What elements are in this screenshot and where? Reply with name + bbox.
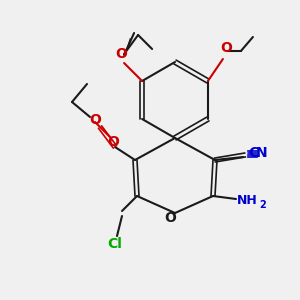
Text: O: O — [89, 113, 101, 127]
Text: NH: NH — [237, 194, 257, 208]
Text: Cl: Cl — [108, 237, 122, 251]
Text: N: N — [256, 146, 268, 160]
Text: 2: 2 — [260, 200, 266, 210]
Text: O: O — [220, 41, 232, 55]
Text: O: O — [115, 47, 127, 61]
Text: /: / — [127, 38, 131, 48]
Text: O: O — [107, 135, 119, 149]
Text: O: O — [164, 211, 176, 225]
Text: C: C — [248, 146, 258, 160]
